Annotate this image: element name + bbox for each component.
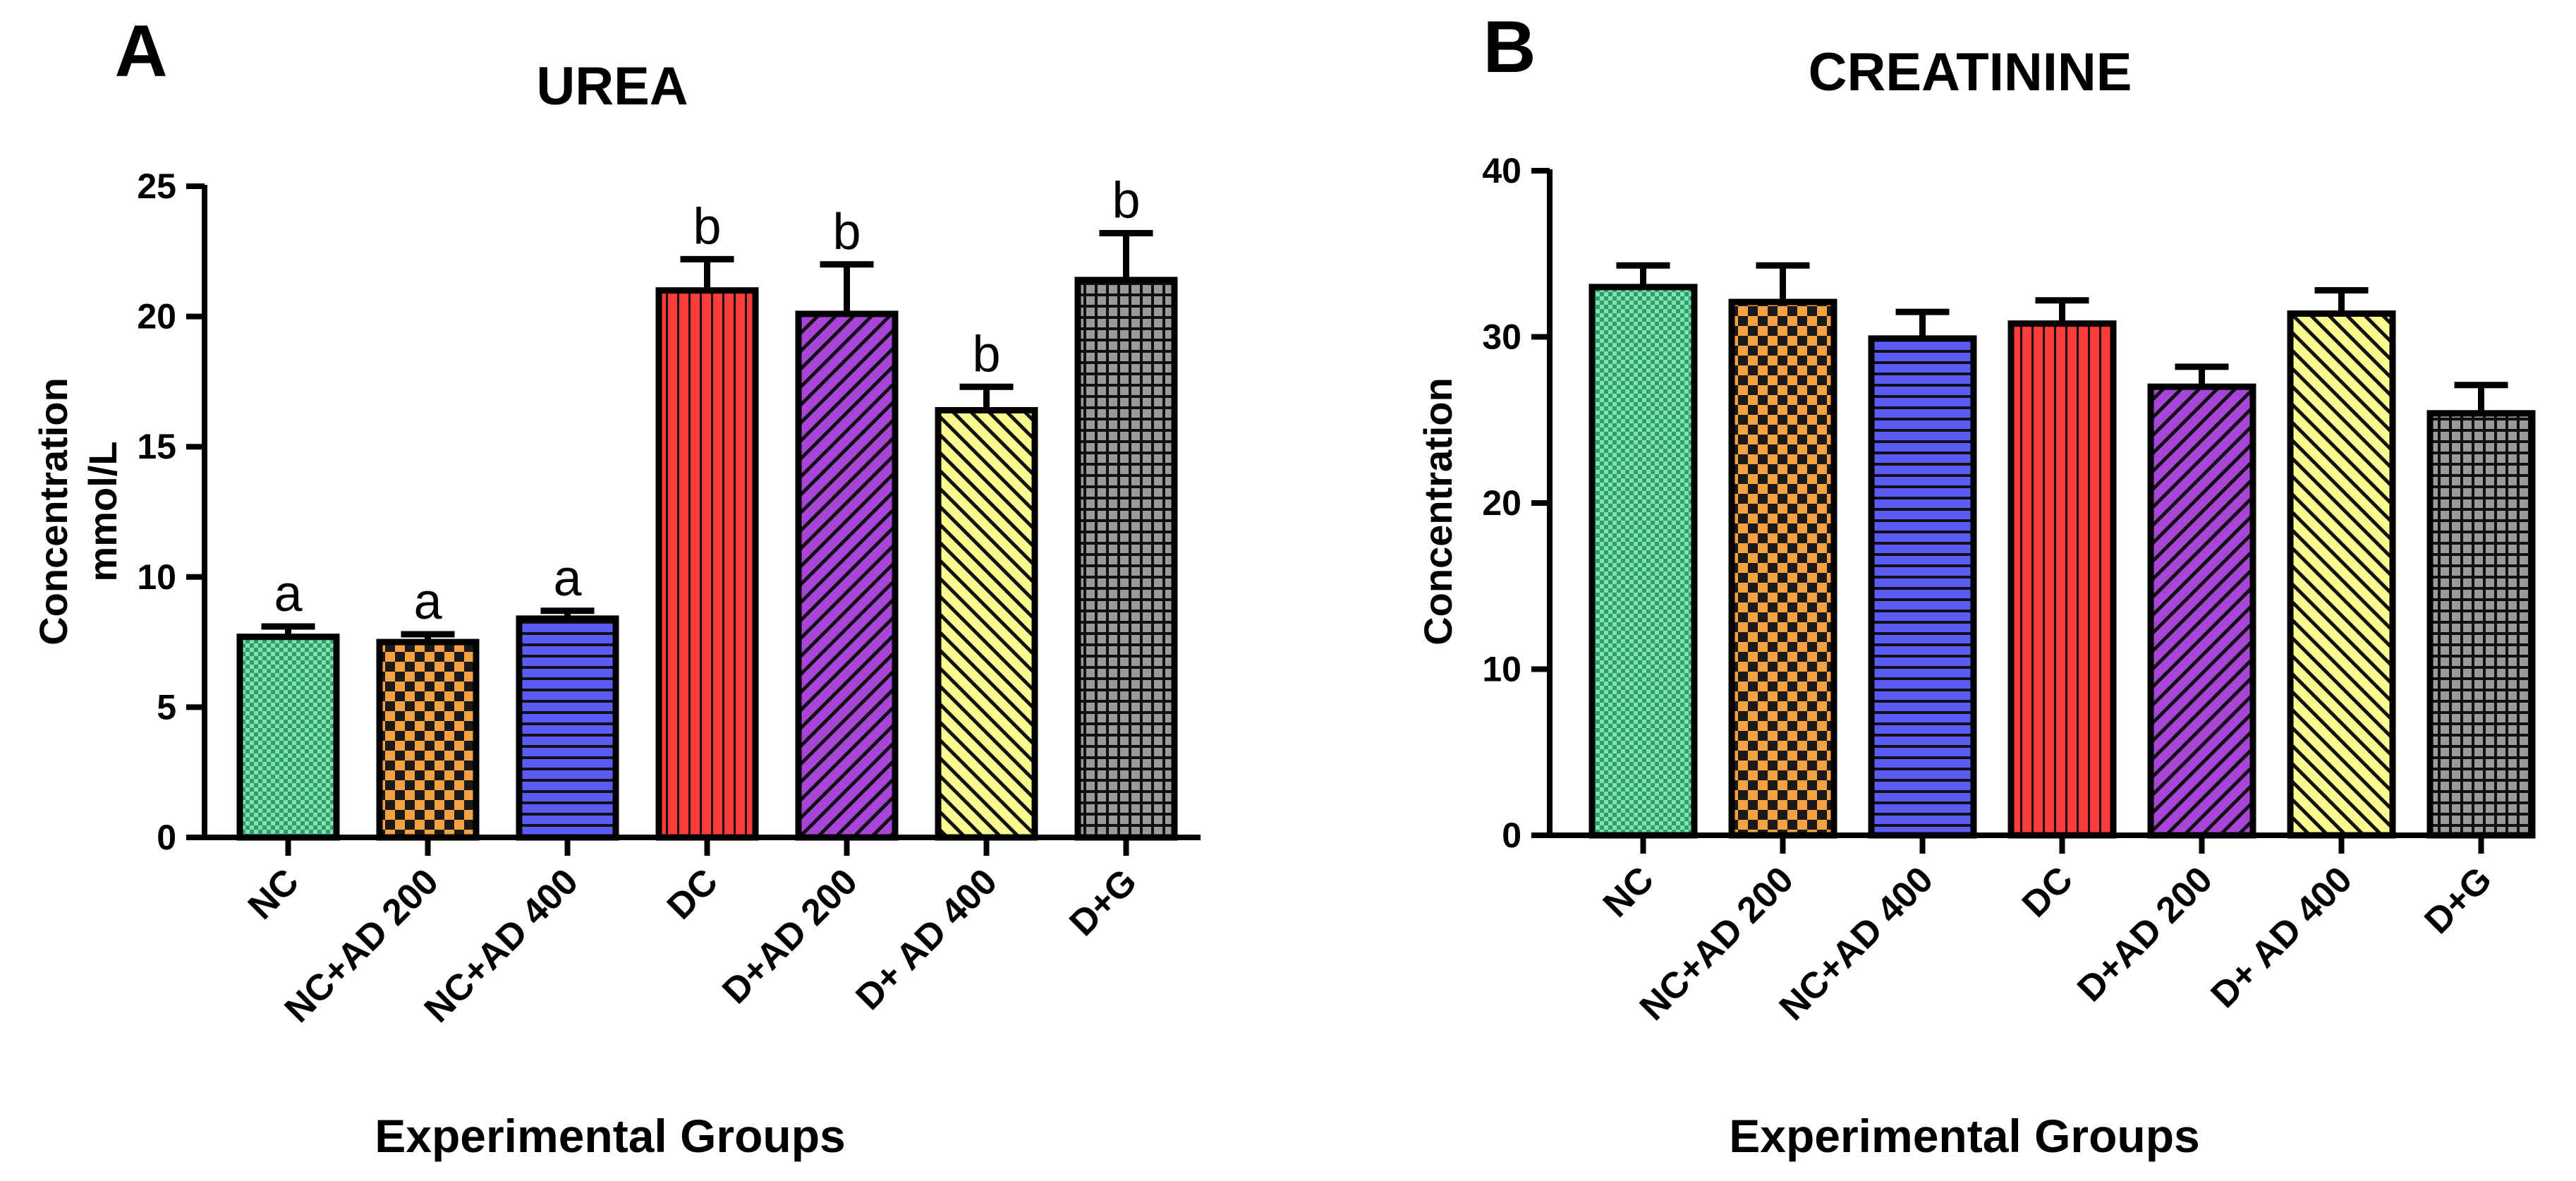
y-axis-label: mmol/L xyxy=(80,441,125,581)
y-tick-label: 40 xyxy=(1482,151,1521,190)
bar xyxy=(236,634,340,841)
bar xyxy=(2426,410,2536,839)
significance-letter: a xyxy=(274,566,303,622)
bar xyxy=(2147,383,2256,839)
x-tick-label: D+G xyxy=(2417,859,2500,942)
x-tick-label: D+ AD 400 xyxy=(2203,859,2360,1016)
y-axis-label: Concentration xyxy=(31,377,75,646)
chart-title: UREA xyxy=(536,56,688,116)
y-tick-label: 0 xyxy=(1502,816,1521,855)
bar xyxy=(376,638,480,841)
x-tick-label: DC xyxy=(660,861,726,927)
bar xyxy=(935,407,1038,841)
x-tick-label: D+G xyxy=(1062,861,1145,944)
significance-letter: a xyxy=(413,574,442,630)
y-tick-label: 20 xyxy=(1482,483,1521,523)
panel-letter: A xyxy=(114,11,167,92)
x-tick-label: D+AD 200 xyxy=(2070,859,2220,1010)
y-tick-label: 10 xyxy=(137,557,176,597)
x-tick-label: DC xyxy=(2015,859,2081,925)
y-tick-label: 10 xyxy=(1482,650,1521,689)
bar xyxy=(1074,277,1178,841)
y-tick-label: 25 xyxy=(137,166,176,206)
x-tick-label: D+AD 200 xyxy=(715,861,865,1012)
chart-title: CREATININE xyxy=(1809,42,2132,102)
significance-letter: a xyxy=(553,550,582,607)
bar xyxy=(516,615,619,841)
y-tick-label: 20 xyxy=(137,297,176,337)
significance-letter: b xyxy=(693,198,721,255)
x-axis-label: Experimental Groups xyxy=(1729,1110,2200,1162)
y-tick-label: 15 xyxy=(137,427,176,466)
y-axis-label: Concentration xyxy=(1416,377,1460,646)
panel-letter: B xyxy=(1483,6,1536,88)
y-tick-label: 0 xyxy=(157,818,176,857)
bar xyxy=(2007,320,2117,839)
bar xyxy=(1728,298,1837,839)
y-tick-label: 5 xyxy=(157,687,176,727)
bar xyxy=(1588,284,1698,839)
bar xyxy=(1868,335,1977,839)
y-tick-label: 30 xyxy=(1482,317,1521,357)
bar xyxy=(2287,310,2396,839)
significance-letter: b xyxy=(972,326,1000,382)
significance-letter: b xyxy=(1112,172,1140,229)
bar xyxy=(795,310,899,841)
x-tick-label: NC xyxy=(241,861,307,927)
creatinine-panel: B CREATININE010203040ConcentrationNCNC+AD… xyxy=(1416,6,2536,1162)
x-tick-label: D+ AD 400 xyxy=(848,861,1005,1018)
bar xyxy=(655,287,759,841)
x-axis-label: Experimental Groups xyxy=(375,1110,846,1162)
x-tick-label: NC xyxy=(1596,859,1662,925)
significance-letter: b xyxy=(832,204,861,260)
